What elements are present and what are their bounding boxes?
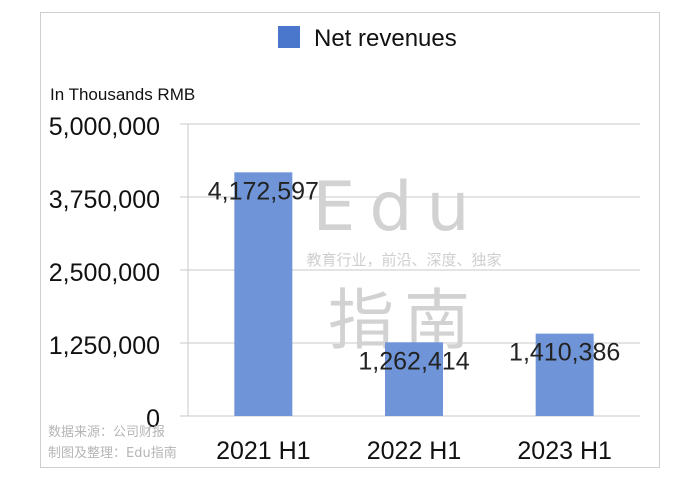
watermark-tagline: 教育行业，前沿、深度、独家: [306, 251, 501, 269]
source-line-2: 制图及整理：Edu指南: [48, 445, 177, 461]
bar: [385, 342, 443, 416]
y-tick-labels: 0 1,250,000 2,500,000 3,750,000 5,000,000: [49, 113, 160, 433]
watermark-brand: Edu: [312, 168, 483, 247]
y-tick-label: 0: [146, 405, 160, 433]
bar: [535, 333, 594, 416]
y-axis-label: In Thousands RMB: [50, 85, 195, 104]
data-label: 1,410,386: [509, 339, 620, 367]
bars: [234, 172, 594, 416]
x-tick-labels: 2021 H1 2022 H1 2023 H1: [216, 437, 612, 465]
legend-swatch: [278, 26, 300, 48]
legend-label: Net revenues: [314, 25, 457, 52]
data-label: 4,172,597: [208, 177, 319, 205]
data-label: 1,262,414: [358, 347, 469, 375]
source-note: 数据来源：公司财报 制图及整理：Edu指南: [48, 425, 177, 461]
legend: Net revenues: [278, 25, 457, 52]
x-tick-label: 2022 H1: [367, 437, 462, 465]
y-tick-label: 1,250,000: [49, 332, 160, 360]
chart-frame: [40, 12, 660, 468]
data-labels: 4,172,597 1,262,414 1,410,386: [208, 177, 621, 375]
x-tick-label: 2021 H1: [216, 437, 311, 465]
watermark: Edu 教育行业，前沿、深度、独家 指南: [306, 168, 501, 359]
y-tick-label: 5,000,000: [49, 113, 160, 141]
y-tick-label: 2,500,000: [49, 259, 160, 287]
x-tick-label: 2023 H1: [517, 437, 612, 465]
source-line-1: 数据来源：公司财报: [48, 425, 165, 440]
y-tick-label: 3,750,000: [49, 186, 160, 214]
bar: [234, 172, 293, 416]
